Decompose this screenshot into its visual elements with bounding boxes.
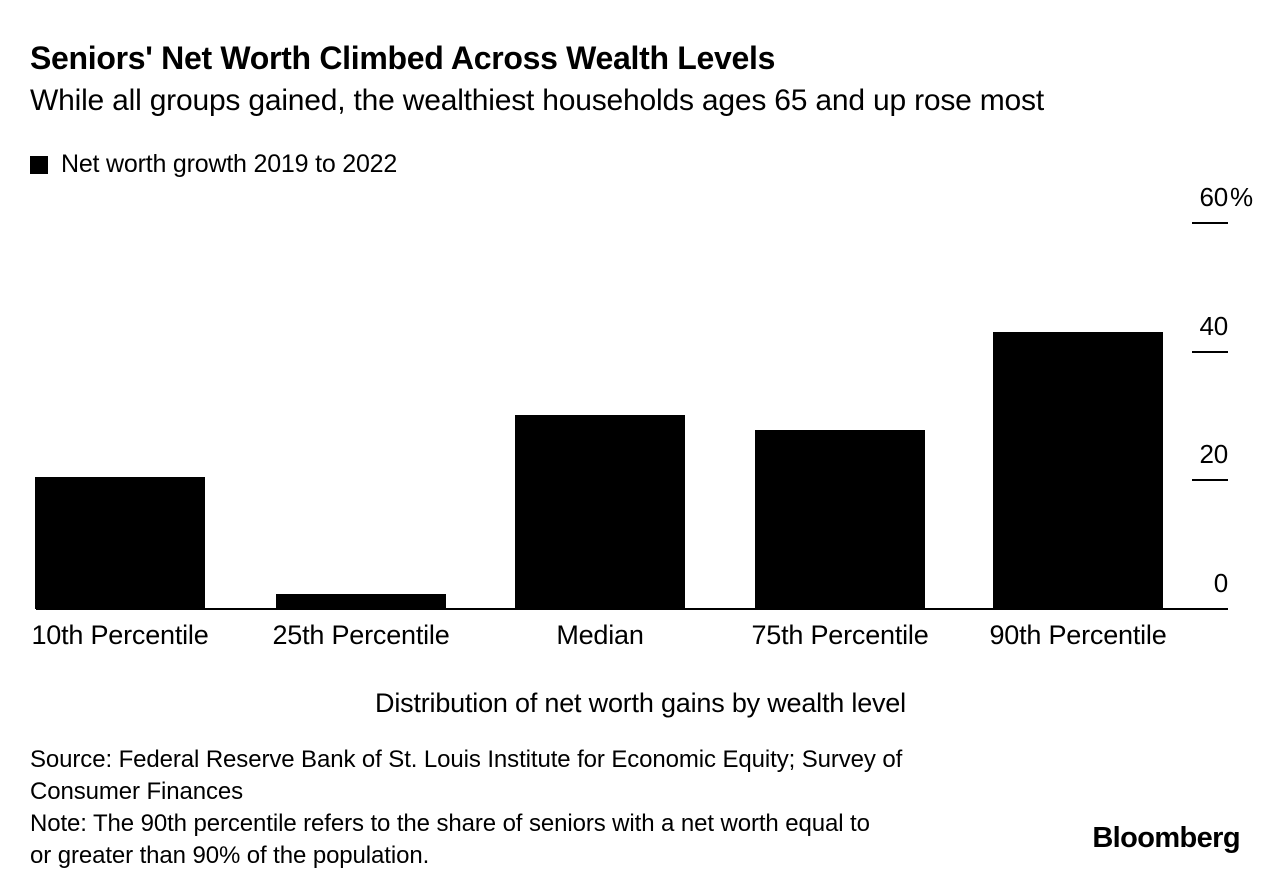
bar bbox=[993, 332, 1163, 609]
y-tick-mark bbox=[1192, 479, 1228, 481]
x-tick-label: Median bbox=[556, 620, 644, 650]
bar bbox=[35, 477, 205, 609]
bar bbox=[515, 415, 685, 609]
bar bbox=[276, 594, 446, 609]
x-tick-label: 75th Percentile bbox=[751, 620, 929, 650]
legend-label: Net worth growth 2019 to 2022 bbox=[61, 150, 398, 178]
source-text-line: Source: Federal Reserve Bank of St. Loui… bbox=[30, 746, 903, 773]
x-axis-title: Distribution of net worth gains by wealt… bbox=[375, 688, 906, 718]
x-tick-label: 25th Percentile bbox=[272, 620, 450, 650]
y-tick-mark bbox=[1192, 222, 1228, 224]
x-tick-label: 90th Percentile bbox=[989, 620, 1167, 650]
legend: Net worth growth 2019 to 2022 bbox=[30, 150, 397, 179]
x-tick-label: 10th Percentile bbox=[31, 620, 209, 650]
page-title: Seniors' Net Worth Climbed Across Wealth… bbox=[30, 40, 776, 76]
source-text-line: Consumer Finances bbox=[30, 778, 244, 805]
bloomberg-logo: Bloomberg bbox=[1092, 822, 1240, 854]
y-tick-mark bbox=[1192, 351, 1228, 353]
x-axis-line bbox=[36, 608, 1228, 610]
legend-swatch-icon bbox=[30, 155, 48, 174]
footer: Source: Federal Reserve Bank of St. Loui… bbox=[30, 744, 1050, 872]
note-text-line: or greater than 90% of the population. bbox=[30, 842, 430, 869]
bar bbox=[755, 430, 925, 609]
page-subtitle: While all groups gained, the wealthiest … bbox=[30, 84, 1044, 117]
note-text-line: Note: The 90th percentile refers to the … bbox=[30, 810, 870, 837]
